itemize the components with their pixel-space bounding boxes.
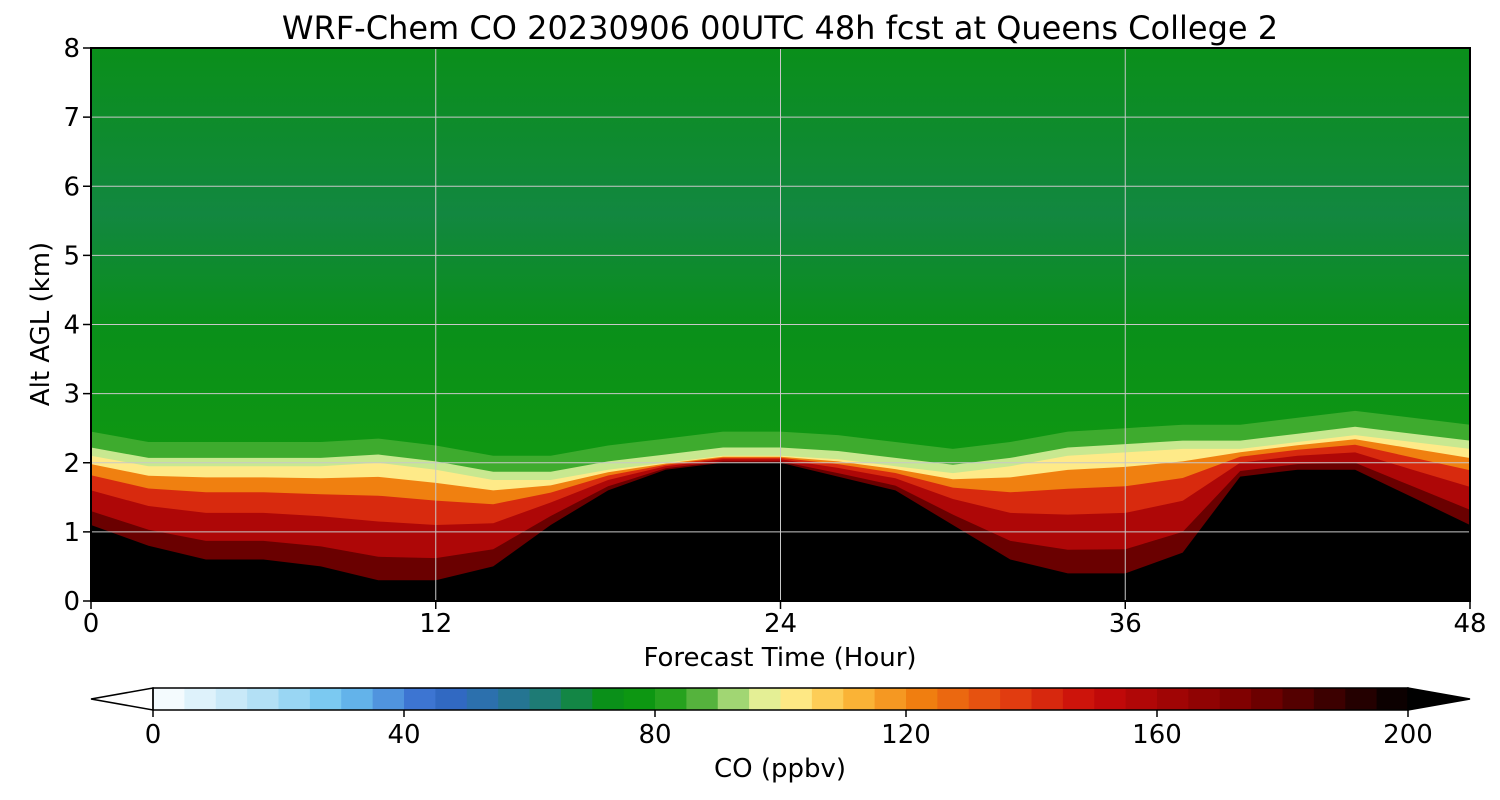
colorbar-bin — [623, 688, 656, 710]
x-axis-label: Forecast Time (Hour) — [643, 643, 916, 673]
colorbar-bin — [843, 688, 876, 710]
colorbar-bin — [592, 688, 625, 710]
y-tick-label: 0 — [63, 587, 80, 617]
colorbar-bin — [1313, 688, 1346, 710]
colorbar-bin — [1157, 688, 1189, 710]
colorbar-tick-label: 80 — [638, 720, 671, 750]
colorbar-frame — [152, 687, 1409, 711]
colorbar-bin — [247, 688, 280, 710]
colorbar-bin — [906, 688, 938, 710]
colorbar-bin — [1282, 688, 1315, 710]
x-tick-label: 0 — [83, 609, 100, 639]
colorbar-bin — [435, 688, 468, 710]
y-tick-label: 1 — [63, 518, 80, 548]
x-tick-label: 12 — [419, 609, 452, 639]
colorbar-bin — [1188, 688, 1221, 710]
colorbar-extend-min — [90, 687, 154, 711]
colorbar-bin — [153, 688, 185, 710]
x-tick-label: 24 — [764, 609, 797, 639]
colorbar-tick-label: 40 — [387, 720, 420, 750]
colorbar-bin — [1000, 688, 1033, 710]
colorbar-bin — [780, 688, 813, 710]
colorbar-bin — [466, 688, 499, 710]
colorbar-bin — [717, 688, 750, 710]
colorbar-bin — [1345, 688, 1378, 710]
colorbar-bin — [655, 688, 687, 710]
colorbar-bin — [529, 688, 562, 710]
colorbar-bin — [1219, 688, 1252, 710]
colorbar-bin — [937, 688, 970, 710]
colorbar-bin — [498, 688, 531, 710]
colorbar-bin — [1062, 688, 1095, 710]
y-tick-label: 6 — [63, 172, 80, 202]
y-axis-label: Alt AGL (km) — [26, 242, 56, 406]
y-tick-label: 7 — [63, 103, 80, 133]
colorbar-bin — [215, 688, 248, 710]
colorbar-tick-label: 0 — [145, 720, 162, 750]
colorbar-tick-label: 120 — [881, 720, 931, 750]
colorbar-extend-max — [1407, 687, 1471, 711]
colorbar-tick-label: 200 — [1383, 720, 1433, 750]
colorbar-label: CO (ppbv) — [714, 754, 846, 784]
colorbar-tick-label: 160 — [1132, 720, 1182, 750]
y-tick-label: 2 — [63, 449, 80, 479]
colorbar-bin — [749, 688, 782, 710]
x-tick-label: 48 — [1453, 609, 1486, 639]
colorbar-bin — [1094, 688, 1127, 710]
y-tick-label: 8 — [63, 34, 80, 64]
colorbar-bin — [1031, 688, 1064, 710]
chart-title: WRF-Chem CO 20230906 00UTC 48h fcst at Q… — [282, 9, 1278, 47]
colorbar-bin — [811, 688, 844, 710]
colorbar-bin — [184, 688, 217, 710]
colorbar-bin — [1125, 688, 1158, 710]
colorbar-bin — [686, 688, 719, 710]
colorbar-bin — [341, 688, 374, 710]
colorbar-bin — [1376, 688, 1409, 710]
y-tick-label: 3 — [63, 380, 80, 410]
colorbar-bin — [309, 688, 342, 710]
y-tick-label: 4 — [63, 311, 80, 341]
colorbar: 0 40 80 120 160 200 — [90, 687, 1471, 750]
colorbar-bin — [372, 688, 405, 710]
colorbar-bin — [278, 688, 311, 710]
colorbar-bin — [1251, 688, 1284, 710]
colorbar-bin — [404, 688, 436, 710]
colorbar-bin — [560, 688, 593, 710]
y-tick-label: 5 — [63, 241, 80, 271]
x-tick-label: 36 — [1109, 609, 1142, 639]
colorbar-bin — [874, 688, 907, 710]
colorbar-bin — [968, 688, 1001, 710]
